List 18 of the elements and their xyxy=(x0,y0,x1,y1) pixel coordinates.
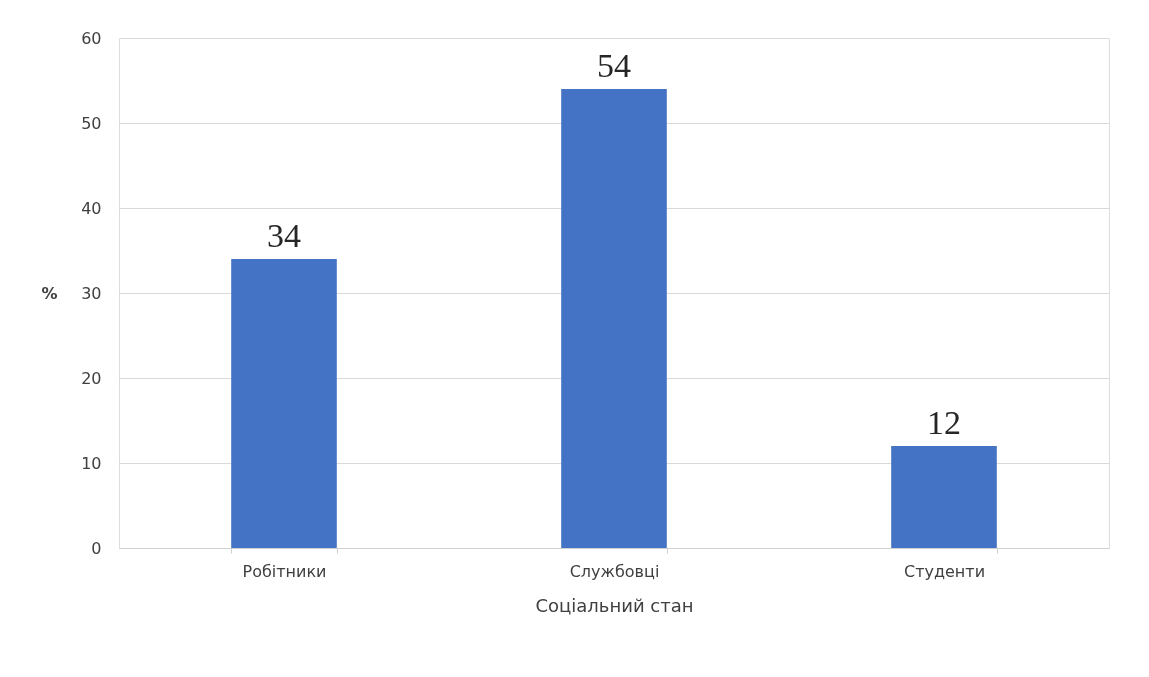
data-label: 54 xyxy=(597,47,631,84)
x-tick-label: Службовці xyxy=(569,561,660,581)
y-tick-label: 40 xyxy=(81,198,102,218)
y-tick-label: 0 xyxy=(91,538,102,558)
x-axis-title: Соціальний стан xyxy=(535,594,694,616)
bar xyxy=(891,446,997,548)
data-label: 12 xyxy=(927,404,961,441)
x-tick-label: Робітники xyxy=(242,561,327,581)
y-tick-label: 50 xyxy=(81,113,102,133)
y-axis-title: % xyxy=(41,283,58,303)
x-tick-label: Студенти xyxy=(903,561,986,581)
bar xyxy=(561,89,667,548)
y-tick-label: 30 xyxy=(81,283,102,303)
y-tick-label: 60 xyxy=(81,28,102,48)
bar xyxy=(231,259,337,548)
y-tick-label: 20 xyxy=(81,368,102,388)
data-label: 34 xyxy=(267,217,301,254)
y-tick-label: 10 xyxy=(81,453,102,473)
